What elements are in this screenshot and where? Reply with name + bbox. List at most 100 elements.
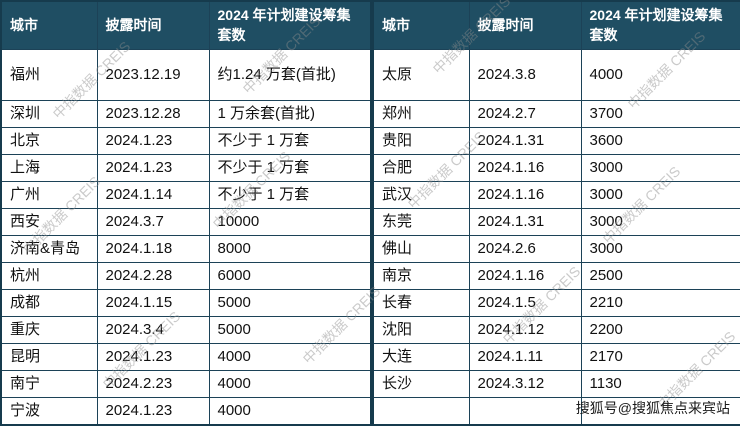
units-cell: 2170 bbox=[580, 343, 740, 372]
city-cell: 贵阳 bbox=[372, 127, 470, 156]
table-row: 深圳 2023.12.28 1 万余套(首批) bbox=[0, 100, 372, 129]
city-cell: 北京 bbox=[0, 127, 98, 156]
units-cell: 3000 bbox=[580, 154, 740, 183]
city-cell: 大连 bbox=[372, 343, 470, 372]
date-cell: 2024.3.12 bbox=[468, 370, 582, 399]
table-row: 大连 2024.1.11 2170 bbox=[372, 343, 740, 372]
units-cell: 3000 bbox=[580, 208, 740, 237]
date-cell: 2024.1.18 bbox=[96, 235, 210, 264]
date-cell: 2024.1.23 bbox=[96, 397, 210, 426]
date-column-header: 披露时间 bbox=[96, 0, 210, 51]
table-row: 太原 2024.3.8 4000 bbox=[372, 49, 740, 102]
units-column-header: 2024 年计划建设筹集套数 bbox=[208, 0, 372, 51]
table-row: 济南&青岛 2024.1.18 8000 bbox=[0, 235, 372, 264]
table-row: 昆明 2024.1.23 4000 bbox=[0, 343, 372, 372]
units-cell: 2500 bbox=[580, 262, 740, 291]
units-cell: 6000 bbox=[208, 262, 372, 291]
table-row: 贵阳 2024.1.31 3600 bbox=[372, 127, 740, 156]
table-row: 佛山 2024.2.6 3000 bbox=[372, 235, 740, 264]
table-row: 广州 2024.1.14 不少于 1 万套 bbox=[0, 181, 372, 210]
date-cell: 2024.2.23 bbox=[96, 370, 210, 399]
city-cell bbox=[372, 397, 470, 426]
city-cell: 南宁 bbox=[0, 370, 98, 399]
date-cell bbox=[468, 397, 582, 426]
city-cell: 南京 bbox=[372, 262, 470, 291]
table-row: 南京 2024.1.16 2500 bbox=[372, 262, 740, 291]
date-cell: 2024.2.28 bbox=[96, 262, 210, 291]
date-cell: 2024.1.23 bbox=[96, 343, 210, 372]
city-cell: 福州 bbox=[0, 49, 98, 102]
table-row: 沈阳 2024.1.12 2200 bbox=[372, 316, 740, 345]
city-cell: 太原 bbox=[372, 49, 470, 102]
date-cell: 2024.1.31 bbox=[468, 208, 582, 237]
city-cell: 重庆 bbox=[0, 316, 98, 345]
table-row: 福州 2023.12.19 约1.24 万套(首批) bbox=[0, 49, 372, 102]
units-cell: 3000 bbox=[580, 181, 740, 210]
city-cell: 佛山 bbox=[372, 235, 470, 264]
units-cell: 3000 bbox=[580, 235, 740, 264]
city-cell: 长沙 bbox=[372, 370, 470, 399]
city-cell: 郑州 bbox=[372, 100, 470, 129]
table-row: 北京 2024.1.23 不少于 1 万套 bbox=[0, 127, 372, 156]
table-row: 郑州 2024.2.7 3700 bbox=[372, 100, 740, 129]
city-cell: 杭州 bbox=[0, 262, 98, 291]
date-cell: 2024.1.15 bbox=[96, 289, 210, 318]
city-cell: 西安 bbox=[0, 208, 98, 237]
units-cell: 4000 bbox=[208, 370, 372, 399]
units-cell: 10000 bbox=[208, 208, 372, 237]
units-cell: 5000 bbox=[208, 316, 372, 345]
date-cell: 2024.1.14 bbox=[96, 181, 210, 210]
units-cell: 不少于 1 万套 bbox=[208, 181, 372, 210]
units-cell bbox=[580, 397, 740, 426]
credit-watermark: 搜狐号@搜狐焦点来宾站 bbox=[575, 400, 730, 416]
table-row: 宁波 2024.1.23 4000 bbox=[0, 397, 372, 426]
table-row: 东莞 2024.1.31 3000 bbox=[372, 208, 740, 237]
city-cell: 深圳 bbox=[0, 100, 98, 129]
date-cell: 2024.1.31 bbox=[468, 127, 582, 156]
city-cell: 东莞 bbox=[372, 208, 470, 237]
date-cell: 2024.2.7 bbox=[468, 100, 582, 129]
table-row: 上海 2024.1.23 不少于 1 万套 bbox=[0, 154, 372, 183]
city-cell: 广州 bbox=[0, 181, 98, 210]
units-cell: 4000 bbox=[580, 49, 740, 102]
date-cell: 2024.3.7 bbox=[96, 208, 210, 237]
units-cell: 1 万余套(首批) bbox=[208, 100, 372, 129]
header-row: 城市 披露时间 2024 年计划建设筹集套数 bbox=[0, 0, 372, 51]
units-cell: 5000 bbox=[208, 289, 372, 318]
table-row: 成都 2024.1.15 5000 bbox=[0, 289, 372, 318]
units-cell: 3600 bbox=[580, 127, 740, 156]
date-cell: 2024.1.11 bbox=[468, 343, 582, 372]
date-cell: 2024.3.8 bbox=[468, 49, 582, 102]
city-cell: 济南&青岛 bbox=[0, 235, 98, 264]
date-cell: 2024.1.16 bbox=[468, 154, 582, 183]
city-cell: 昆明 bbox=[0, 343, 98, 372]
units-cell: 1130 bbox=[580, 370, 740, 399]
date-cell: 2023.12.28 bbox=[96, 100, 210, 129]
date-cell: 2024.1.23 bbox=[96, 154, 210, 183]
units-cell: 约1.24 万套(首批) bbox=[208, 49, 372, 102]
units-cell: 8000 bbox=[208, 235, 372, 264]
date-cell: 2024.1.16 bbox=[468, 262, 582, 291]
date-column-header: 披露时间 bbox=[468, 0, 582, 51]
table-row: 重庆 2024.3.4 5000 bbox=[0, 316, 372, 345]
city-cell: 长春 bbox=[372, 289, 470, 318]
date-cell: 2024.1.16 bbox=[468, 181, 582, 210]
city-column-header: 城市 bbox=[372, 0, 470, 51]
units-cell: 4000 bbox=[208, 397, 372, 426]
table-row: 合肥 2024.1.16 3000 bbox=[372, 154, 740, 183]
units-cell: 不少于 1 万套 bbox=[208, 127, 372, 156]
city-plan-table-left: 城市 披露时间 2024 年计划建设筹集套数 福州 2023.12.19 约1.24… bbox=[0, 0, 372, 426]
units-cell: 2200 bbox=[580, 316, 740, 345]
table-row: 杭州 2024.2.28 6000 bbox=[0, 262, 372, 291]
table-row: 长沙 2024.3.12 1130 bbox=[372, 370, 740, 399]
date-cell: 2024.1.23 bbox=[96, 127, 210, 156]
date-cell: 2024.2.6 bbox=[468, 235, 582, 264]
date-cell: 2024.1.5 bbox=[468, 289, 582, 318]
table-row: 西安 2024.3.7 10000 bbox=[0, 208, 372, 237]
city-cell: 成都 bbox=[0, 289, 98, 318]
date-cell: 2024.3.4 bbox=[96, 316, 210, 345]
table-row: 长春 2024.1.5 2210 bbox=[372, 289, 740, 318]
city-cell: 宁波 bbox=[0, 397, 98, 426]
city-cell: 沈阳 bbox=[372, 316, 470, 345]
header-row: 城市 披露时间 2024 年计划建设筹集套数 bbox=[372, 0, 740, 51]
